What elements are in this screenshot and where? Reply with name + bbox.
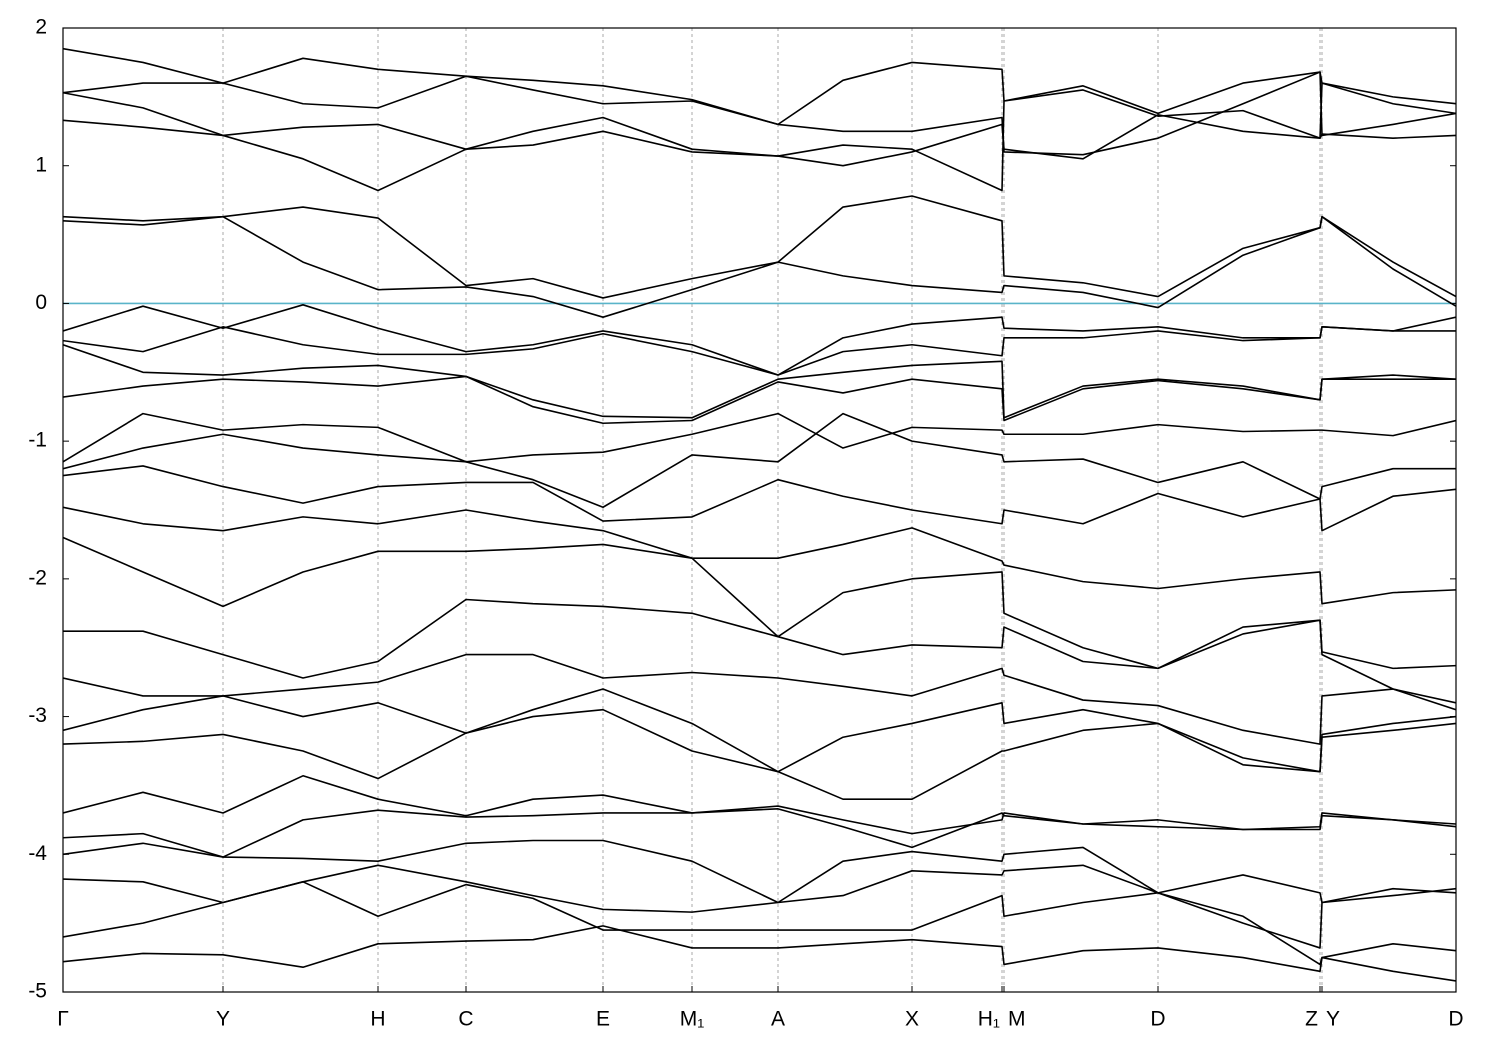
y-tick-label: -3 — [28, 704, 47, 727]
x-tick-label: E — [596, 1008, 610, 1031]
band-line — [63, 536, 1456, 670]
band-line — [63, 412, 1456, 463]
band-line — [63, 343, 1456, 419]
band-line — [63, 598, 1456, 704]
y-tick-label: -5 — [28, 980, 47, 1003]
y-tick-label: 1 — [35, 153, 47, 176]
band-line — [63, 506, 1456, 605]
band-line — [63, 113, 1456, 192]
x-tick-label: M — [1008, 1008, 1026, 1031]
band-line — [63, 881, 1456, 966]
band-line — [63, 688, 1456, 773]
x-tick-label: H₁ — [978, 1008, 1000, 1031]
band-line — [63, 215, 1456, 318]
band-line — [63, 774, 1456, 849]
band-line — [63, 375, 1456, 425]
x-tick-label: M₁ — [680, 1008, 705, 1031]
x-tick-label: C — [458, 1008, 473, 1031]
y-tick-label: 0 — [35, 291, 47, 314]
y-tick-label: 2 — [35, 16, 47, 39]
x-tick-label: Γ — [57, 1008, 69, 1031]
x-tick-label: Y — [216, 1008, 230, 1031]
band-line — [63, 412, 1456, 509]
bands — [63, 47, 1456, 982]
plot-frame — [62, 27, 1457, 993]
band-line — [63, 465, 1456, 532]
band-line — [63, 839, 1456, 949]
x-tick-label: D — [1448, 1008, 1463, 1031]
x-tick-label: Y — [1326, 1008, 1340, 1031]
band-line — [63, 326, 1456, 376]
y-tick-label: -4 — [28, 842, 47, 865]
band-line — [63, 304, 1456, 376]
band-line — [63, 708, 1456, 800]
band-line — [63, 57, 1456, 156]
x-tick-label: D — [1150, 1008, 1165, 1031]
x-tick-label: Z — [1305, 1008, 1318, 1031]
band-line — [63, 195, 1456, 299]
x-tick-label: H — [370, 1008, 385, 1031]
x-tick-label: A — [771, 1008, 785, 1031]
y-tick-label: -1 — [28, 429, 47, 452]
band-line — [63, 925, 1456, 982]
x-tick-label: X — [905, 1008, 919, 1031]
band-line — [63, 805, 1456, 858]
y-tick-label: -2 — [28, 566, 47, 589]
band-line — [63, 47, 1456, 126]
band-line — [63, 653, 1456, 745]
band-line — [63, 82, 1456, 192]
band-line — [63, 864, 1456, 913]
